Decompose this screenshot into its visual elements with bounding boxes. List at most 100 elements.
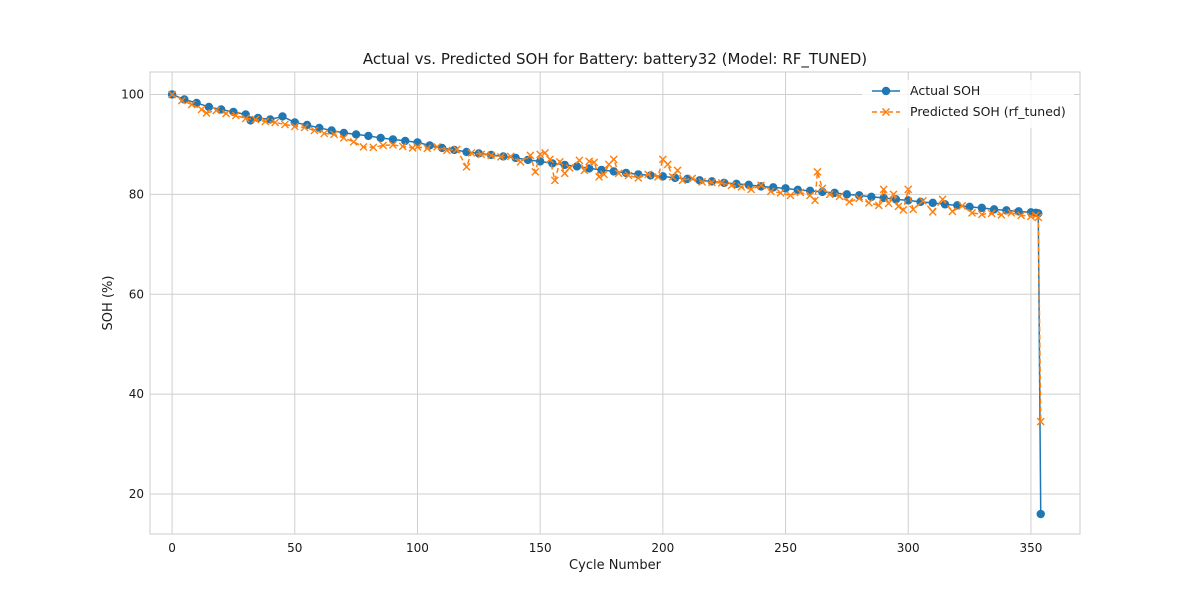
predicted-soh-point: [747, 185, 756, 194]
predicted-soh-point: [212, 106, 221, 115]
predicted-soh-point: [231, 111, 240, 120]
tick-labels: 0 50 100 150 200 250 300 350 20 40 60 80 100: [121, 87, 1042, 555]
predicted-soh-point: [938, 195, 947, 204]
actual-soh-point: [805, 186, 815, 196]
predicted-soh-point: [977, 210, 986, 219]
predicted-soh-point: [918, 196, 927, 205]
predicted-soh-point: [496, 152, 505, 161]
actual-soh-point: [928, 198, 937, 208]
predicted-soh-point: [644, 170, 653, 179]
predicted-soh-point: [261, 117, 270, 126]
predicted-soh-point: [634, 173, 643, 182]
predicted-soh-point: [874, 201, 883, 210]
actual-soh-point: [376, 133, 385, 143]
predicted-soh-point: [786, 191, 795, 200]
predicted-soh-point: [187, 100, 196, 109]
predicted-soh-point: [663, 160, 672, 169]
y-tick-label: 20: [129, 487, 144, 501]
predicted-soh-point: [673, 166, 682, 175]
predicted-soh-point: [310, 126, 319, 135]
predicted-soh-point: [531, 167, 540, 176]
predicted-soh-point: [241, 114, 250, 123]
actual-soh-point: [609, 167, 618, 176]
predicted-soh-point: [727, 181, 736, 190]
predicted-soh-point: [442, 146, 451, 155]
predicted-soh-point: [668, 172, 677, 181]
predicted-soh-point: [398, 142, 407, 151]
predicted-soh-point: [968, 208, 977, 217]
actual-soh-point: [867, 192, 876, 202]
predicted-soh-point: [825, 190, 834, 199]
predicted-soh-point: [1017, 211, 1026, 220]
predicted-soh-point: [168, 90, 177, 99]
actual-soh-point: [756, 182, 766, 191]
predicted-soh-point: [197, 105, 206, 114]
predicted-soh-point: [251, 115, 260, 124]
series-layer: [167, 90, 1045, 519]
y-axis-label: SOH (%): [101, 276, 116, 331]
actual-soh-point: [854, 191, 864, 200]
predicted-soh-point: [855, 194, 864, 203]
predicted-soh-point: [909, 205, 918, 214]
predicted-soh-point: [948, 207, 957, 216]
actual-soh-point: [364, 131, 373, 141]
predicted-soh-point: [653, 172, 662, 181]
predicted-soh-point: [1007, 208, 1016, 217]
x-tick-label: 250: [774, 541, 797, 555]
predicted-soh-point: [688, 174, 697, 183]
predicted-soh-point: [757, 181, 765, 190]
legend-box: [862, 80, 1074, 128]
predicted-soh-point: [280, 120, 289, 129]
predicted-soh-point: [958, 201, 967, 210]
predicted-soh-point: [379, 141, 388, 150]
predicted-soh-point: [1036, 417, 1045, 426]
actual-soh-point: [769, 183, 778, 192]
predicted-soh-point: [359, 142, 368, 151]
predicted-soh-point: [516, 157, 525, 166]
predicted-soh-point: [884, 199, 893, 208]
actual-soh-point: [940, 200, 950, 209]
plot-frame: [149, 71, 1081, 535]
legend-actual-marker: [881, 86, 891, 96]
predicted-soh-point: [462, 162, 471, 171]
actual-soh-point: [400, 136, 410, 146]
predicted-soh-point: [599, 170, 608, 179]
predicted-soh-point: [813, 167, 822, 176]
predicted-soh-point: [1034, 213, 1043, 222]
predicted-soh-point: [894, 202, 903, 211]
predicted-soh-point: [766, 187, 775, 196]
predicted-soh-point: [467, 148, 476, 157]
predicted-soh-point: [388, 140, 397, 149]
x-tick-label: 100: [406, 541, 429, 555]
predicted-soh-point: [879, 185, 888, 194]
actual-soh-point: [290, 118, 299, 127]
predicted-soh-point: [928, 207, 937, 216]
predicted-soh-point: [796, 188, 805, 197]
predicted-soh-point: [271, 118, 280, 127]
predicted-soh-point: [222, 109, 231, 118]
predicted-soh-point: [433, 142, 442, 151]
legend: Actual SOH Predicted SOH (rf_tuned): [862, 80, 1074, 128]
grid-lines: [150, 72, 1080, 534]
actual-soh-point: [572, 162, 582, 171]
predicted-soh-point: [290, 122, 299, 131]
actual-soh-point: [1036, 509, 1045, 519]
predicted-soh-point: [904, 185, 913, 194]
predicted-soh-point: [614, 169, 623, 178]
predicted-soh-point: [413, 142, 422, 151]
actual-soh-point: [707, 177, 717, 186]
predicted-soh-point: [818, 184, 827, 193]
predicted-soh-point: [526, 151, 535, 160]
predicted-soh-point: [987, 209, 996, 218]
predicted-soh-point: [737, 182, 746, 191]
predicted-soh-point: [545, 155, 554, 164]
chart-title: Actual vs. Predicted SOH for Battery: ba…: [363, 50, 867, 69]
y-tick-label: 100: [121, 87, 144, 101]
x-tick-label: 0: [168, 541, 176, 555]
actual-soh-point: [842, 190, 852, 199]
predicted-soh-point: [864, 198, 873, 207]
predicted-soh-point: [536, 150, 545, 159]
predicted-soh-point: [565, 163, 574, 172]
predicted-soh-point: [452, 145, 461, 154]
predicted-soh-point: [717, 178, 726, 187]
